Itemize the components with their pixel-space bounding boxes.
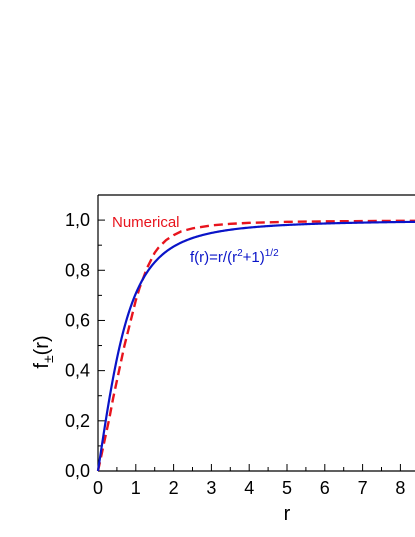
x-axis-title: r (284, 503, 291, 525)
analytic-label-sup1: 2 (237, 248, 243, 259)
x-tick-label: 2 (169, 478, 179, 498)
x-tick-labels: 0 1 2 3 4 5 6 7 8 (93, 478, 405, 498)
x-tick-label: 3 (206, 478, 216, 498)
y-tick-label: 0,2 (65, 411, 90, 431)
x-tick-label: 1 (131, 478, 141, 498)
y-tick-label: 0,6 (65, 310, 90, 330)
analytic-label-main: f(r)=r/(r (190, 249, 237, 266)
legend-numerical-label: Numerical (112, 214, 180, 231)
y-axis-title: f±(r) (31, 335, 56, 368)
series-analytic-line (96, 220, 415, 472)
y-tick-label: 0,4 (65, 361, 90, 381)
y-axis-title-subscript: ± (40, 355, 56, 363)
y-axis-title-suffix: (r) (31, 335, 53, 355)
x-tick-label: 6 (320, 478, 330, 498)
analytic-label-sup2: 1/2 (265, 248, 279, 259)
analytic-label-mid: +1) (243, 249, 265, 266)
y-tick-label: 0,8 (65, 260, 90, 280)
ticks (97, 194, 401, 472)
y-tick-label: 0,0 (65, 461, 90, 481)
y-tick-label: 1,0 (65, 210, 90, 230)
series-numerical-line (96, 219, 415, 472)
x-tick-label: 0 (93, 478, 103, 498)
x-tick-label: 5 (282, 478, 292, 498)
y-tick-labels: 0,0 0,2 0,4 0,6 0,8 1,0 (65, 210, 90, 481)
x-tick-label: 4 (244, 478, 254, 498)
y-axis-title-main: f (31, 363, 53, 369)
legend-analytic-label: f(r)=r/(r2+1)1/2 (190, 248, 279, 266)
x-tick-label: 8 (395, 478, 405, 498)
x-tick-label: 7 (358, 478, 368, 498)
